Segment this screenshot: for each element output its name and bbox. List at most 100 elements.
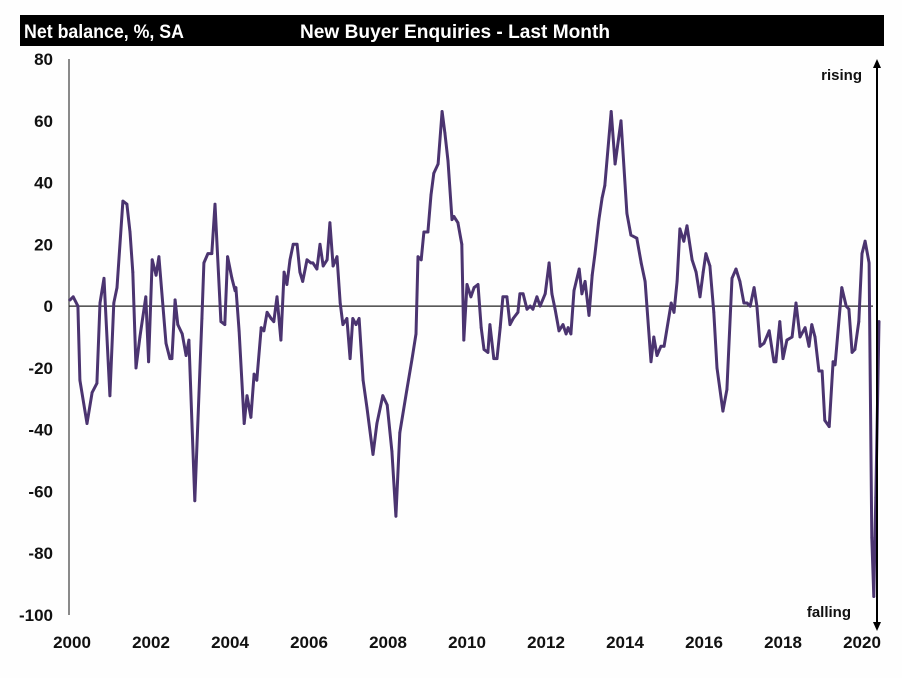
- data-point: [577, 267, 581, 271]
- data-point: [827, 425, 831, 428]
- data-point: [452, 215, 456, 218]
- data-point: [184, 354, 188, 357]
- data-point: [394, 514, 398, 518]
- data-point: [365, 406, 369, 410]
- data-point: [593, 252, 597, 256]
- y-axis-label: Net balance, %, SA: [24, 22, 184, 43]
- data-point: [721, 409, 725, 413]
- data-point: [223, 323, 227, 326]
- data-point: [831, 360, 835, 364]
- y-tick-label: 0: [44, 297, 53, 316]
- data-point: [857, 320, 861, 323]
- data-point: [867, 261, 871, 265]
- y-tick-label: 80: [34, 50, 53, 69]
- data-point: [219, 320, 223, 323]
- data-point: [488, 323, 492, 326]
- data-point: [168, 357, 172, 360]
- data-point: [164, 341, 168, 345]
- data-point: [833, 363, 837, 367]
- data-point: [725, 388, 729, 391]
- data-point: [803, 326, 807, 330]
- data-point: [870, 536, 874, 540]
- data-point: [613, 162, 617, 166]
- data-point: [170, 357, 174, 360]
- data-point: [516, 310, 520, 314]
- data-point: [115, 286, 119, 289]
- data-point: [847, 307, 851, 311]
- chart-title: New Buyer Enquiries - Last Month: [300, 22, 610, 43]
- data-point: [125, 202, 129, 206]
- x-tick-label: 2008: [369, 633, 407, 652]
- data-point: [157, 255, 161, 259]
- data-point: [521, 292, 525, 296]
- data-point: [245, 394, 249, 398]
- data-point: [482, 348, 486, 351]
- data-point: [315, 267, 319, 271]
- data-point: [200, 317, 204, 320]
- x-tick-label: 2006: [290, 633, 328, 652]
- data-point: [230, 276, 234, 280]
- data-point: [752, 286, 756, 289]
- data-point: [625, 212, 629, 215]
- data-point: [410, 357, 414, 360]
- data-point: [462, 338, 466, 342]
- data-point: [354, 323, 358, 326]
- data-point: [150, 258, 154, 262]
- data-point: [375, 422, 379, 425]
- data-point: [180, 332, 184, 336]
- data-point: [193, 499, 197, 503]
- data-point: [112, 301, 116, 305]
- x-tick-label: 2004: [211, 633, 249, 652]
- y-tick-label: -100: [19, 606, 53, 625]
- data-point: [603, 184, 607, 188]
- data-point: [712, 310, 716, 314]
- data-point: [147, 360, 151, 364]
- data-point: [341, 323, 345, 326]
- data-point: [416, 255, 420, 259]
- data-point: [414, 332, 418, 336]
- data-point: [694, 270, 698, 274]
- data-point: [840, 286, 844, 289]
- y-tick-label: 20: [34, 235, 53, 254]
- data-point: [381, 394, 385, 398]
- data-point: [98, 301, 102, 305]
- data-point: [609, 110, 613, 113]
- data-point: [242, 422, 246, 425]
- data-point: [432, 171, 436, 175]
- data-point: [210, 252, 214, 256]
- x-tick-label: 2018: [764, 633, 802, 652]
- x-tick-label: 2020: [843, 633, 881, 652]
- data-point: [682, 239, 686, 243]
- data-point: [823, 419, 827, 422]
- data-point: [291, 242, 295, 246]
- data-point: [202, 261, 206, 265]
- y-tick-labels: 80 60 40 20 0 -20 -40 -60 -80 -100: [19, 50, 53, 625]
- data-point: [590, 273, 594, 277]
- data-point: [90, 391, 94, 394]
- data-point: [486, 351, 490, 354]
- data-point: [652, 335, 656, 339]
- data-point: [345, 317, 349, 320]
- data-point: [95, 381, 99, 385]
- data-point: [672, 310, 676, 314]
- data-point: [234, 286, 238, 289]
- data-point: [282, 270, 286, 274]
- data-point: [121, 199, 125, 203]
- data-point: [318, 242, 322, 246]
- data-point: [518, 292, 522, 296]
- data-point: [385, 403, 389, 407]
- data-point: [619, 119, 623, 123]
- falling-label: falling: [807, 604, 851, 621]
- y-tick-label: -20: [28, 359, 53, 378]
- data-point: [569, 332, 573, 336]
- data-point: [853, 348, 857, 351]
- data-point: [422, 230, 426, 234]
- data-point: [269, 317, 273, 320]
- data-point: [794, 301, 798, 305]
- x-tick-label: 2000: [53, 633, 91, 652]
- data-point: [501, 295, 505, 299]
- data-point: [460, 242, 464, 246]
- data-point: [272, 320, 276, 323]
- data-point: [176, 323, 180, 326]
- data-point: [566, 326, 570, 330]
